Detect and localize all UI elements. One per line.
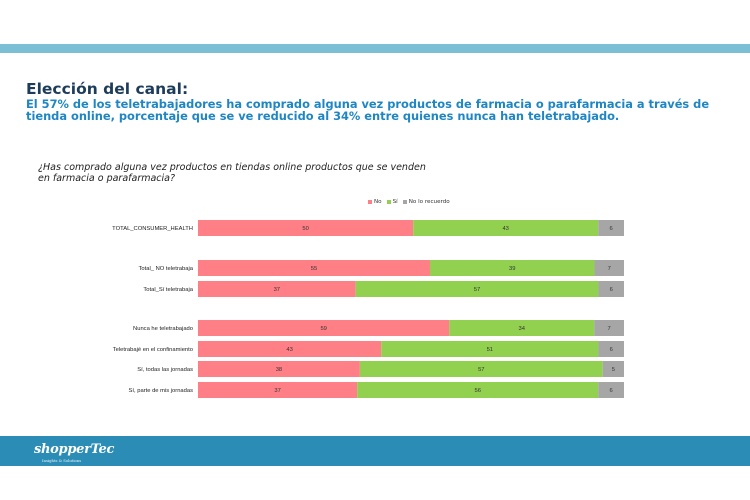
top-band	[0, 44, 750, 53]
legend-label-no-recuerdo: No lo recuerdo	[408, 199, 450, 205]
legend-swatch-si	[386, 200, 391, 204]
bar-segment-no	[198, 260, 430, 276]
bar-segment-si	[449, 320, 595, 336]
category-label: Nunca he teletrabajado	[133, 326, 193, 332]
slide-subtitle: El 57% de los teletrabajadores ha compra…	[26, 97, 710, 123]
bar-segment-no	[198, 320, 450, 336]
data-label-no-recuerdo: 6	[609, 226, 612, 232]
data-label-no: 37	[274, 287, 280, 293]
data-label-no: 38	[276, 367, 282, 373]
data-label-si: 34	[519, 326, 526, 332]
logo-tagline: Insights & Solutions	[42, 458, 82, 463]
bar-segment-si	[355, 281, 599, 297]
footer-band	[0, 436, 750, 466]
chart-legend: No Sí No lo recuerdo	[368, 199, 450, 205]
data-label-si: 39	[509, 266, 515, 272]
legend-label-no: No	[374, 199, 382, 205]
category-label: Teletrabajé en el confinamiento	[113, 347, 193, 353]
legend-label-si: Sí	[392, 199, 398, 205]
bar-segment-no	[198, 361, 360, 377]
data-label-si: 57	[474, 287, 480, 293]
bar-segment-no-recuerdo	[598, 220, 624, 236]
shoppertec-logo: shopperTec Insights & Solutions	[34, 442, 115, 463]
slide-title: Elección del canal:	[26, 80, 189, 98]
legend-item-no-recuerdo: No lo recuerdo	[402, 199, 450, 205]
data-label-no: 59	[320, 326, 326, 332]
survey-question: ¿Has comprado alguna vez productos en ti…	[38, 162, 426, 184]
bar-segment-no-recuerdo	[594, 260, 624, 276]
legend-swatch-no	[368, 200, 372, 204]
data-label-no: 55	[311, 266, 317, 272]
legend-swatch-no-recuerdo	[402, 200, 407, 204]
legend-item-no: No	[368, 199, 382, 205]
bar-segment-no	[198, 220, 414, 236]
bar-segment-no-recuerdo	[594, 320, 624, 336]
bar-segment-si	[381, 341, 599, 357]
bar-segment-no-recuerdo	[598, 281, 624, 297]
bar-segment-no	[198, 281, 356, 297]
bar-segment-no	[198, 341, 382, 357]
data-label-si: 51	[487, 347, 493, 353]
bar-segment-si	[413, 220, 599, 236]
category-label: Sí, todas las jornadas	[137, 367, 193, 373]
data-label-no-recuerdo: 7	[608, 266, 611, 272]
data-label-no: 37	[274, 388, 280, 394]
data-label-no-recuerdo: 6	[610, 287, 613, 293]
category-label: Total_Sí teletrabaja	[143, 287, 193, 293]
category-label: Total_ NO teletrabaja	[139, 266, 194, 272]
bar-segment-no	[198, 382, 358, 398]
bar-segment-no-recuerdo	[598, 382, 624, 398]
bar-segment-si	[359, 361, 603, 377]
data-label-no-recuerdo: 6	[609, 388, 612, 394]
bar-segment-no-recuerdo	[598, 341, 624, 357]
data-label-no: 43	[286, 347, 292, 353]
data-label-no-recuerdo: 7	[607, 326, 610, 332]
bar-segment-si	[357, 382, 599, 398]
bar-segment-si	[429, 260, 595, 276]
data-label-si: 43	[502, 226, 508, 232]
data-label-si: 56	[474, 388, 480, 394]
data-label-no-recuerdo: 6	[610, 347, 613, 353]
data-label-no: 50	[302, 226, 308, 232]
category-label: TOTAL_CONSUMER_HEALTH	[112, 226, 193, 232]
data-label-si: 57	[478, 367, 484, 373]
data-label-no-recuerdo: 5	[612, 367, 615, 373]
legend-item-si: Sí	[386, 199, 398, 205]
logo-text: shopperTec	[34, 442, 115, 457]
category-label: Sí, parte de mis jornadas	[129, 388, 194, 394]
bar-segment-no-recuerdo	[602, 361, 624, 377]
